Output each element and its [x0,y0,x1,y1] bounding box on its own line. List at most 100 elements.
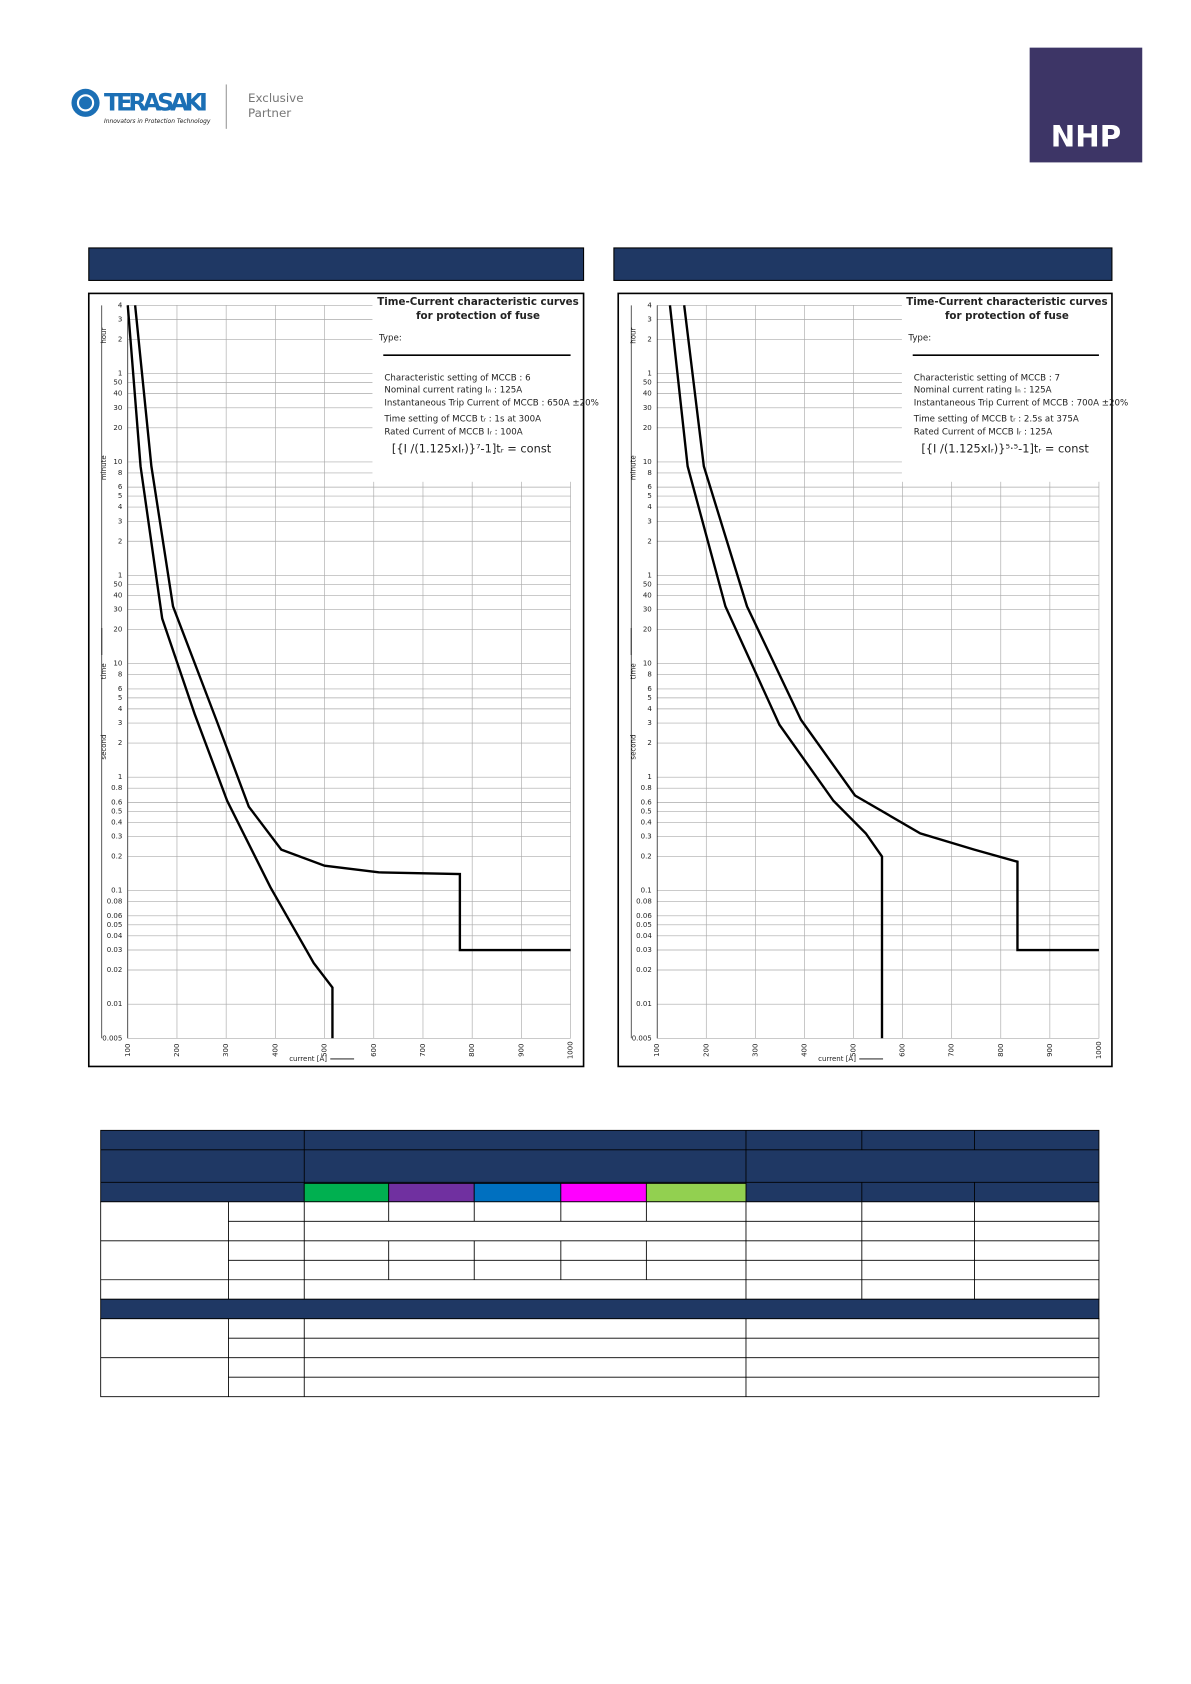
section-bar [613,247,1113,281]
x-tick-label: 900 [516,1044,525,1057]
y-tick-label: 0.8 [641,783,652,792]
y-tick-label: 40 [113,389,122,398]
y-tick-label: 3 [118,314,122,323]
y-tick-label: 0.06 [636,911,652,920]
y-tick-label: 3 [647,314,651,323]
y-tick-label: 40 [113,590,122,599]
y-tick-label: 3 [647,718,651,727]
setting: Time setting of MCCB tᵣ : 1s at 300A [383,415,541,425]
table [100,1129,1100,1398]
y-tick-label: 0.4 [641,817,653,826]
y-tick-label: 0.005 [102,1033,122,1042]
x-tick-label: 200 [701,1044,710,1057]
x-tick-label: 300 [750,1044,759,1057]
curve [133,305,571,952]
y-tick-label: 8 [647,468,651,477]
y-tick-label: 50 [113,378,122,387]
partner-1: Exclusive [248,91,304,105]
y-tick-label: 4 [118,300,123,309]
x-tick-label: 800 [996,1044,1005,1057]
x-tick-label: 300 [221,1044,230,1057]
y-tick-label: 20 [113,625,122,634]
y-tick-label: 5 [118,491,122,500]
chart-title: Time-Current characteristic curves [906,296,1107,308]
y-tick-label: 0.5 [111,806,122,815]
y-tick-label: 3 [118,516,122,525]
y-tick-label: 4 [647,704,652,713]
curve [668,305,884,1039]
y-unit-label: hour [628,327,637,343]
x-tick-label: 400 [270,1044,279,1057]
x-tick-label: 1000 [566,1041,575,1059]
x-tick-label: 400 [799,1044,808,1057]
y-tick-label: 20 [643,625,652,634]
y-axis-label: time [99,663,108,679]
y-tick-label: 2 [647,738,651,747]
x-tick-label: 600 [898,1044,907,1057]
y-tick-label: 8 [118,468,122,477]
type-label: Type: [907,333,931,343]
y-tick-label: 0.04 [636,931,652,940]
y-tick-label: 10 [643,659,652,668]
y-tick-label: 2 [647,536,651,545]
curve [683,305,1099,952]
y-tick-label: 40 [643,389,652,398]
y-tick-label: 1 [647,772,651,781]
y-tick-label: 6 [118,684,123,693]
y-tick-label: 20 [643,423,652,432]
y-tick-label: 50 [643,378,652,387]
y-unit-label: minute [628,455,637,480]
tagline: Innovators in Protection Technology [104,118,211,125]
x-axis-label: current [A] [289,1054,327,1063]
x-tick-label: 500 [320,1044,329,1057]
y-unit-label: hour [99,327,108,343]
x-tick-label: 600 [369,1044,378,1057]
y-tick-label: 0.005 [632,1033,652,1042]
y-tick-label: 0.08 [107,897,123,906]
x-tick-label: 100 [123,1044,132,1057]
x-tick-label: 200 [172,1044,181,1057]
y-tick-label: 0.02 [636,965,652,974]
y-tick-label: 6 [118,482,123,491]
y-tick-label: 0.2 [641,852,652,861]
y-tick-label: 30 [113,403,122,412]
y-tick-label: 0.4 [111,817,123,826]
y-tick-label: 0.1 [641,886,652,895]
partner-2: Partner [248,106,291,120]
setting: Characteristic setting of MCCB : 7 [914,373,1060,383]
y-tick-label: 1 [118,772,122,781]
y-tick-label: 8 [647,670,651,679]
y-tick-label: 1 [118,369,122,378]
y-tick-label: 0.1 [111,886,122,895]
y-tick-label: 8 [118,670,122,679]
y-tick-label: 2 [118,334,122,343]
y-tick-label: 5 [647,491,651,500]
nhp-text: NHP [1051,120,1121,154]
y-tick-label: 2 [118,536,122,545]
y-tick-label: 50 [643,579,652,588]
x-tick-label: 700 [947,1044,956,1057]
x-tick-label: 700 [418,1044,427,1057]
y-tick-label: 0.06 [107,911,123,920]
nhp-logo [1029,47,1143,163]
y-axis-label: time [628,663,637,679]
y-tick-label: 0.05 [636,920,652,929]
y-tick-label: 2 [647,334,651,343]
x-tick-label: 1000 [1094,1041,1103,1059]
x-tick-label: 500 [849,1044,858,1057]
chart-subtitle: for protection of fuse [416,310,540,322]
y-tick-label: 4 [118,704,123,713]
y-tick-label: 0.01 [107,999,123,1008]
logo-mark-ring [76,94,95,112]
formula: [{I /(1.125xIᵣ)}⁵·⁵-1]tᵣ = const [921,441,1089,455]
y-tick-label: 4 [647,300,652,309]
y-tick-label: 5 [647,693,651,702]
y-tick-label: 40 [643,590,652,599]
y-tick-label: 0.03 [107,945,123,954]
y-tick-label: 3 [118,718,122,727]
brand: TERASAKI [104,88,208,116]
y-tick-label: 0.8 [111,783,122,792]
y-tick-label: 0.08 [636,897,652,906]
y-tick-label: 1 [647,570,651,579]
